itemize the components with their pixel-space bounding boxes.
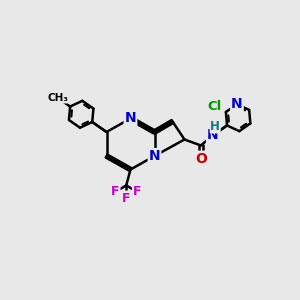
- Text: H: H: [210, 120, 220, 133]
- Text: Cl: Cl: [207, 100, 222, 113]
- Text: N: N: [149, 149, 160, 163]
- Text: F: F: [122, 191, 130, 205]
- Text: N: N: [125, 112, 136, 125]
- Text: N: N: [207, 128, 219, 142]
- Text: F: F: [111, 185, 120, 198]
- Text: O: O: [195, 152, 207, 166]
- Text: N: N: [231, 97, 243, 111]
- Text: CH₃: CH₃: [47, 93, 68, 103]
- Text: F: F: [133, 185, 141, 198]
